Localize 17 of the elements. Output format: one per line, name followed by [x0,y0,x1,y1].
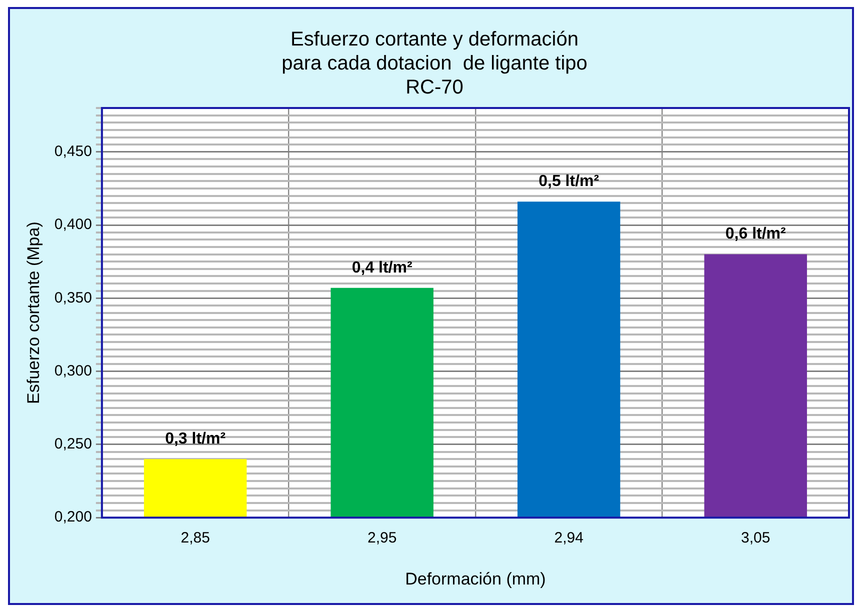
annotation: 0,3 lt/m² [165,430,226,448]
y-tick-label: 0,350 [54,289,92,306]
y-axis-title: Esfuerzo cortante (Mpa) [24,222,43,404]
y-tick-label: 0,200 [54,508,92,526]
y-tick-label: 0,400 [54,216,92,234]
x-tick-label: 2,94 [554,530,584,547]
x-tick-label: 2,85 [180,530,210,547]
annotation: 0,4 lt/m² [352,259,412,276]
y-tick-label: 0,300 [54,362,92,380]
annotation: 0,5 lt/m² [538,173,600,190]
x-tick-label: 2,95 [367,530,397,547]
chart-title: Esfuerzo cortante y deformación para cada dotacion de ligante tipo RC-70 [282,28,588,99]
x-axis-title: Deformación (mm) [405,569,546,588]
y-tick-label: 0,250 [54,436,92,453]
annotation: 0,6 lt/m² [725,226,786,243]
x-tick-label: 3,05 [741,530,770,547]
y-tick-label: 0,450 [54,143,92,160]
